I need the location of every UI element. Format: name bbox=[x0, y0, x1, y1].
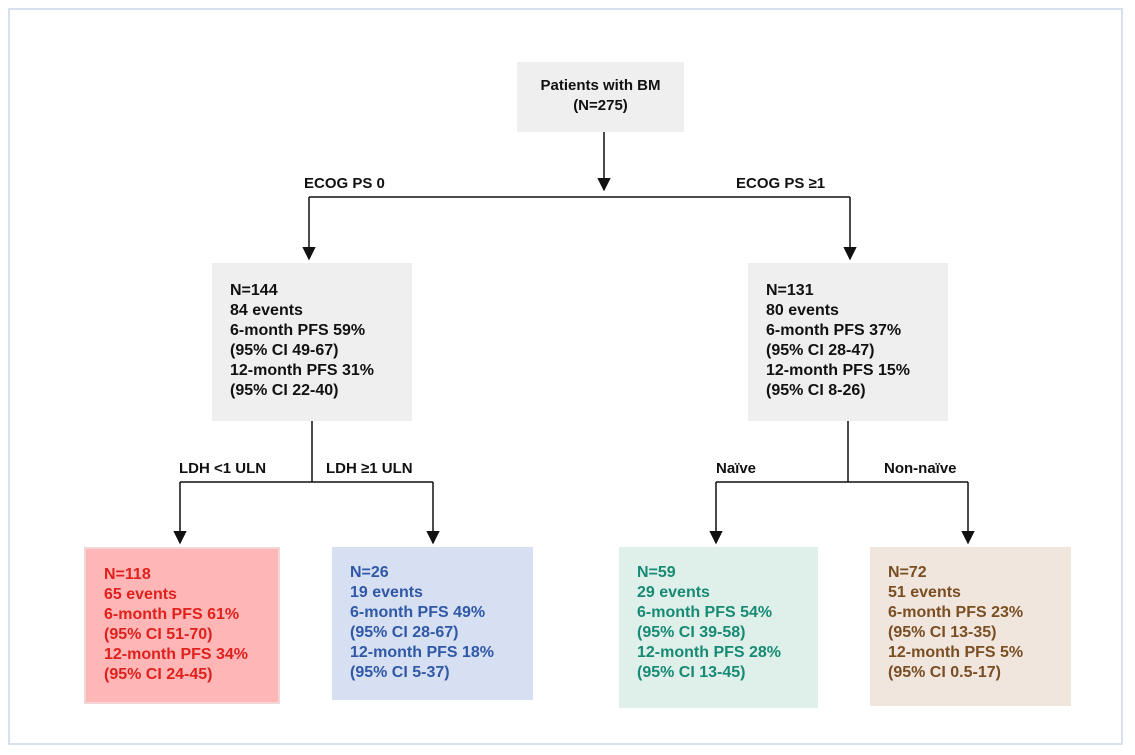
node-line: (95% CI 24-45) bbox=[104, 666, 213, 683]
branch-label-non-naive: Non-naïve bbox=[884, 460, 957, 477]
node-line: 29 events bbox=[637, 584, 710, 601]
node-line: (95% CI 8-26) bbox=[766, 382, 866, 399]
node-line: 65 events bbox=[104, 586, 177, 603]
node-line: 6-month PFS 49% bbox=[350, 604, 486, 621]
branch-label-ecog0: ECOG PS 0 bbox=[304, 175, 385, 192]
branch-label-ecog1: ECOG PS ≥1 bbox=[736, 175, 826, 192]
node-line: 51 events bbox=[888, 584, 961, 601]
node-line: 6-month PFS 37% bbox=[766, 322, 902, 339]
node-line: 12-month PFS 34% bbox=[104, 646, 249, 663]
node-ldh-low: N=118 65 events 6-month PFS 61% (95% CI … bbox=[84, 547, 280, 704]
node-line: (95% CI 0.5-17) bbox=[888, 664, 1001, 681]
node-line: (95% CI 28-47) bbox=[766, 342, 875, 359]
root-count: (N=275) bbox=[573, 97, 628, 114]
node-line: (95% CI 5-37) bbox=[350, 664, 450, 681]
node-line: N=59 bbox=[637, 564, 676, 581]
node-ecog0: N=144 84 events 6-month PFS 59% (95% CI … bbox=[212, 263, 412, 421]
node-line: 12-month PFS 18% bbox=[350, 644, 495, 661]
node-line: N=26 bbox=[350, 564, 389, 581]
node-line: 6-month PFS 23% bbox=[888, 604, 1024, 621]
node-non-naive: N=72 51 events 6-month PFS 23% (95% CI 1… bbox=[870, 547, 1071, 706]
node-line: (95% CI 51-70) bbox=[104, 626, 213, 643]
node-naive: N=59 29 events 6-month PFS 54% (95% CI 3… bbox=[619, 547, 818, 708]
root-node: Patients with BM (N=275) bbox=[517, 62, 684, 132]
branch-label-naive: Naïve bbox=[716, 460, 757, 477]
node-line: (95% CI 13-35) bbox=[888, 624, 997, 641]
node-line: (95% CI 28-67) bbox=[350, 624, 459, 641]
node-line: (95% CI 49-67) bbox=[230, 342, 339, 359]
node-line: 12-month PFS 28% bbox=[637, 644, 782, 661]
root-title: Patients with BM bbox=[540, 77, 661, 94]
node-line: (95% CI 13-45) bbox=[637, 664, 746, 681]
node-line: N=131 bbox=[766, 282, 814, 299]
node-line: 12-month PFS 31% bbox=[230, 362, 375, 379]
node-line: 6-month PFS 59% bbox=[230, 322, 366, 339]
node-line: 84 events bbox=[230, 302, 303, 319]
node-line: (95% CI 22-40) bbox=[230, 382, 339, 399]
node-line: N=72 bbox=[888, 564, 927, 581]
node-line: 6-month PFS 54% bbox=[637, 604, 773, 621]
node-line: N=144 bbox=[230, 282, 278, 299]
node-line: 12-month PFS 5% bbox=[888, 644, 1024, 661]
node-line: 6-month PFS 61% bbox=[104, 606, 240, 623]
node-line: 80 events bbox=[766, 302, 839, 319]
node-line: 12-month PFS 15% bbox=[766, 362, 911, 379]
node-line: (95% CI 39-58) bbox=[637, 624, 746, 641]
node-line: 19 events bbox=[350, 584, 423, 601]
node-ldh-high: N=26 19 events 6-month PFS 49% (95% CI 2… bbox=[332, 547, 533, 700]
node-line: N=118 bbox=[104, 566, 151, 583]
node-ecog1: N=131 80 events 6-month PFS 37% (95% CI … bbox=[748, 263, 948, 421]
branch-label-ldh-low: LDH <1 ULN bbox=[179, 460, 267, 477]
branch-label-ldh-high: LDH ≥1 ULN bbox=[326, 460, 413, 477]
